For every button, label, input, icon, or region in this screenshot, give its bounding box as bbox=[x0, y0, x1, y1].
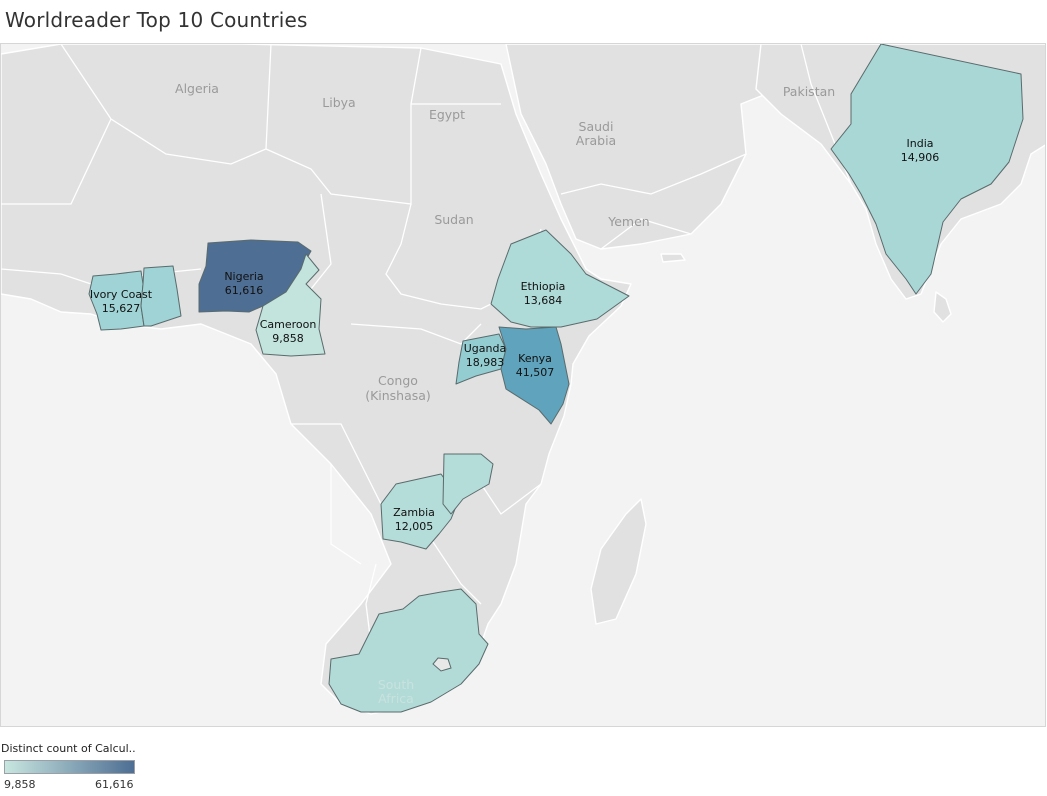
country-labels: Nigeria 61,616 Kenya 41,507 Uganda 18,98… bbox=[90, 137, 939, 706]
country-shape-uganda[interactable] bbox=[455, 333, 507, 385]
legend-color-ramp bbox=[4, 760, 135, 774]
label-congo-line2: (Kinshasa) bbox=[365, 388, 431, 403]
country-shape-india[interactable] bbox=[830, 44, 1024, 295]
label-cameroon-value: 9,858 bbox=[272, 332, 304, 345]
label-ethiopia-value: 13,684 bbox=[524, 294, 563, 307]
label-saudi-arabia-line1: Saudi bbox=[579, 119, 614, 134]
label-egypt: Egypt bbox=[429, 107, 465, 122]
map-canvas[interactable]: Algeria Libya Egypt Saudi Arabia Pakista… bbox=[1, 44, 1046, 727]
legend-max-label: 61,616 bbox=[95, 778, 134, 791]
background-labels: Algeria Libya Egypt Saudi Arabia Pakista… bbox=[175, 81, 835, 403]
lesotho-enclave bbox=[432, 657, 452, 672]
label-ivory-coast-value: 15,627 bbox=[102, 302, 141, 315]
madagascar bbox=[590, 498, 647, 625]
country-shape-south-africa[interactable] bbox=[328, 588, 489, 713]
country-shape-cameroon[interactable] bbox=[255, 253, 326, 357]
country-shape-ethiopia[interactable] bbox=[490, 229, 630, 328]
label-libya: Libya bbox=[322, 95, 355, 110]
label-yemen: Yemen bbox=[607, 214, 649, 229]
label-india-name: India bbox=[907, 137, 934, 150]
label-zambia-value: 12,005 bbox=[395, 520, 434, 533]
label-sudan: Sudan bbox=[434, 212, 473, 227]
label-nigeria-value: 61,616 bbox=[225, 284, 264, 297]
map-view[interactable]: Algeria Libya Egypt Saudi Arabia Pakista… bbox=[0, 43, 1046, 727]
label-cameroon-name: Cameroon bbox=[260, 318, 317, 331]
label-pakistan: Pakistan bbox=[783, 84, 835, 99]
label-south-africa: South Africa bbox=[378, 677, 414, 706]
label-kenya-name: Kenya bbox=[518, 352, 552, 365]
label-uganda-value: 18,983 bbox=[466, 356, 505, 369]
africa-landmass bbox=[1, 44, 632, 715]
label-ivory-coast-name: Ivory Coast bbox=[90, 288, 153, 301]
data-countries bbox=[88, 44, 1024, 713]
label-saudi-arabia-line2: Arabia bbox=[576, 133, 616, 148]
label-zambia-name: Zambia bbox=[393, 506, 435, 519]
legend-title: Distinct count of Calcul.. bbox=[1, 742, 136, 755]
country-shape-kenya[interactable] bbox=[498, 326, 570, 425]
label-kenya-value: 41,507 bbox=[516, 366, 555, 379]
label-india-value: 14,906 bbox=[901, 151, 940, 164]
legend-min-label: 9,858 bbox=[4, 778, 36, 791]
label-algeria: Algeria bbox=[175, 81, 219, 96]
label-ethiopia-name: Ethiopia bbox=[521, 280, 566, 293]
label-congo-line1: Congo bbox=[378, 373, 418, 388]
label-uganda-name: Uganda bbox=[464, 342, 506, 355]
country-shape-ghana[interactable] bbox=[140, 265, 182, 327]
label-nigeria-name: Nigeria bbox=[224, 270, 263, 283]
page-title: Worldreader Top 10 Countries bbox=[5, 8, 308, 32]
sri-lanka bbox=[933, 291, 952, 323]
country-shape-malawi[interactable] bbox=[442, 453, 494, 515]
socotra bbox=[660, 253, 686, 263]
